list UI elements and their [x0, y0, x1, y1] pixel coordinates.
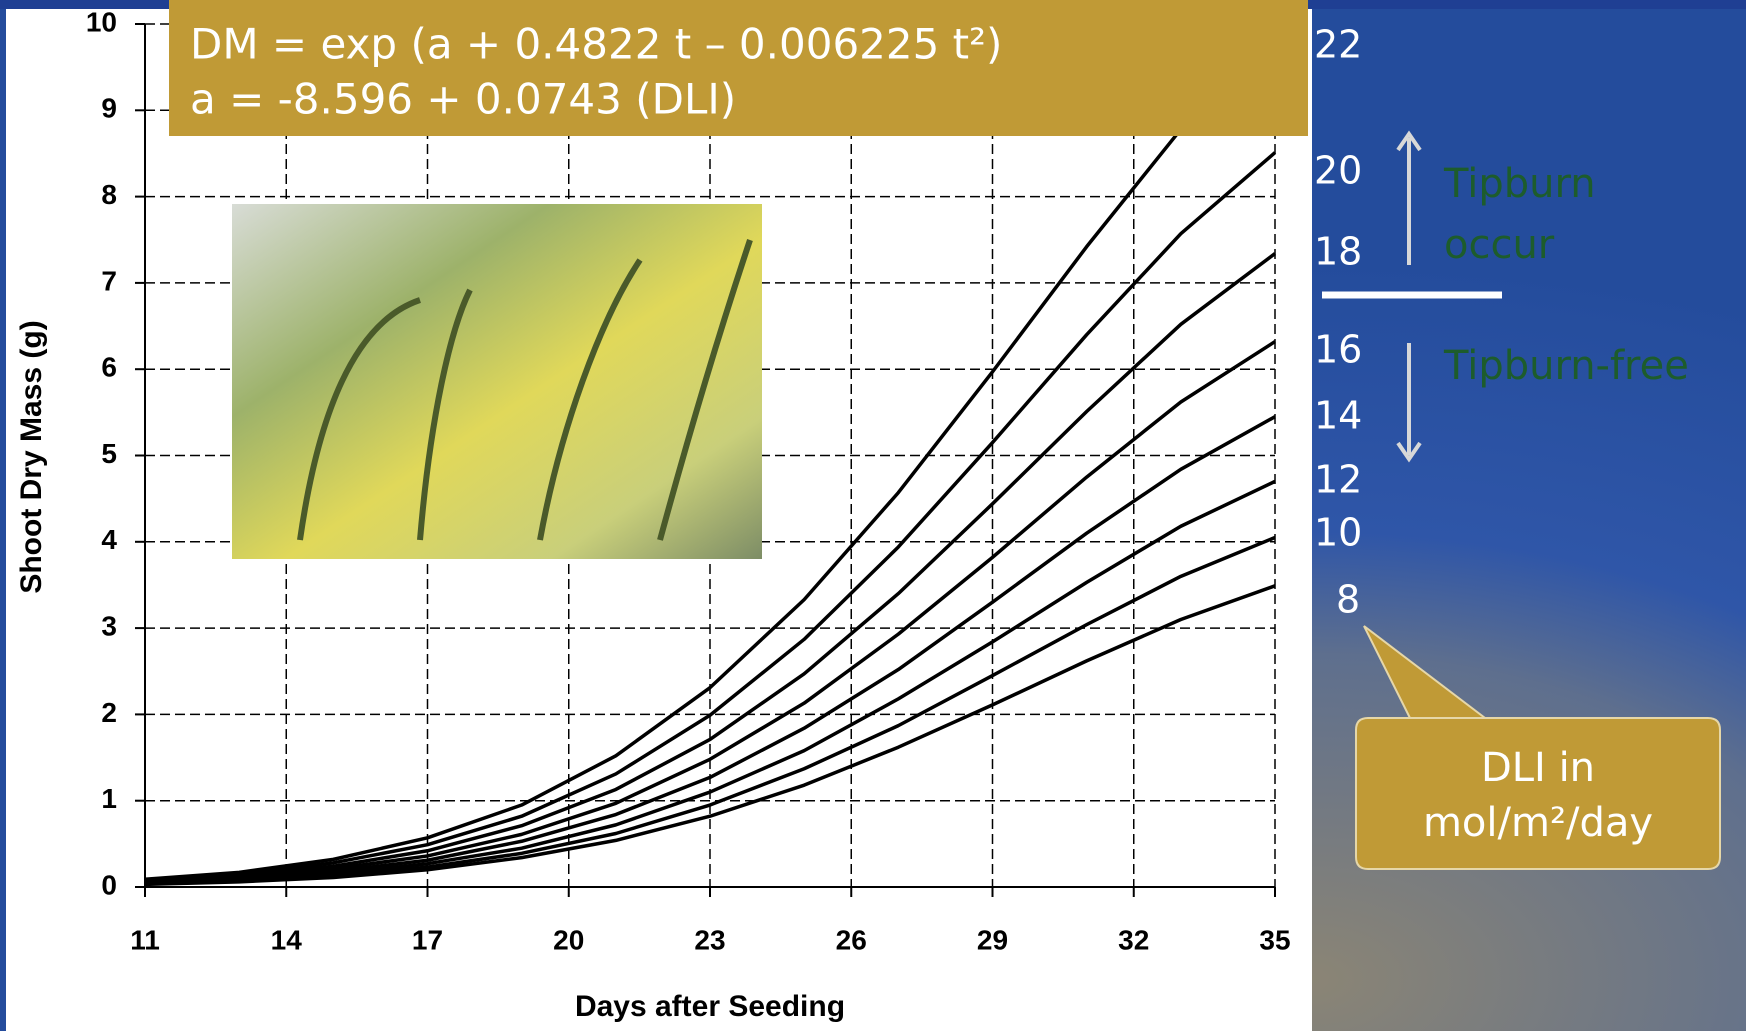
x-tick-label: 17 — [412, 924, 443, 955]
y-tick-label: 3 — [101, 610, 117, 641]
dli-label: 20 — [1314, 149, 1362, 193]
dli-label: 16 — [1314, 328, 1362, 372]
x-tick-label: 32 — [1118, 924, 1149, 955]
dli-label: 18 — [1314, 230, 1362, 274]
x-tick-label: 29 — [977, 924, 1008, 955]
slide: 012345678910111417202326293235Days after… — [0, 0, 1746, 1031]
y-tick-label: 5 — [101, 438, 117, 469]
dli-label: 12 — [1314, 458, 1362, 502]
y-tick-label: 7 — [101, 265, 117, 296]
y-tick-label: 2 — [101, 697, 117, 728]
tipburn-label: occur — [1444, 222, 1555, 268]
x-tick-label: 11 — [130, 924, 160, 955]
y-tick-label: 8 — [101, 179, 117, 210]
y-axis-title: Shoot Dry Mass (g) — [15, 320, 48, 593]
dli-label: 10 — [1314, 511, 1362, 555]
lettuce-photo — [232, 204, 762, 559]
x-tick-label: 14 — [271, 924, 303, 955]
dli-label: 8 — [1336, 578, 1360, 622]
equation: DM = exp (a + 0.4822 t – 0.006225 t²) — [190, 20, 1002, 69]
x-tick-label: 26 — [836, 924, 867, 955]
tipburn-free-label: Tipburn-free — [1443, 343, 1689, 389]
y-tick-label: 10 — [86, 6, 117, 37]
y-tick-label: 4 — [101, 524, 117, 555]
x-axis-title: Days after Seeding — [575, 990, 845, 1023]
x-tick-label: 35 — [1259, 924, 1290, 955]
dli-label: 22 — [1314, 23, 1362, 67]
y-tick-label: 9 — [101, 93, 117, 124]
y-tick-label: 6 — [101, 352, 117, 383]
equation: a = -8.596 + 0.0743 (DLI) — [190, 75, 736, 124]
y-tick-label: 0 — [101, 869, 117, 900]
callout-text: DLI in — [1481, 745, 1595, 791]
tipburn-label: Tipburn — [1443, 161, 1596, 207]
dli-label: 14 — [1314, 394, 1362, 438]
callout-text: mol/m²/day — [1423, 800, 1653, 846]
y-tick-label: 1 — [101, 783, 117, 814]
x-tick-label: 20 — [553, 924, 584, 955]
x-tick-label: 23 — [694, 924, 725, 955]
